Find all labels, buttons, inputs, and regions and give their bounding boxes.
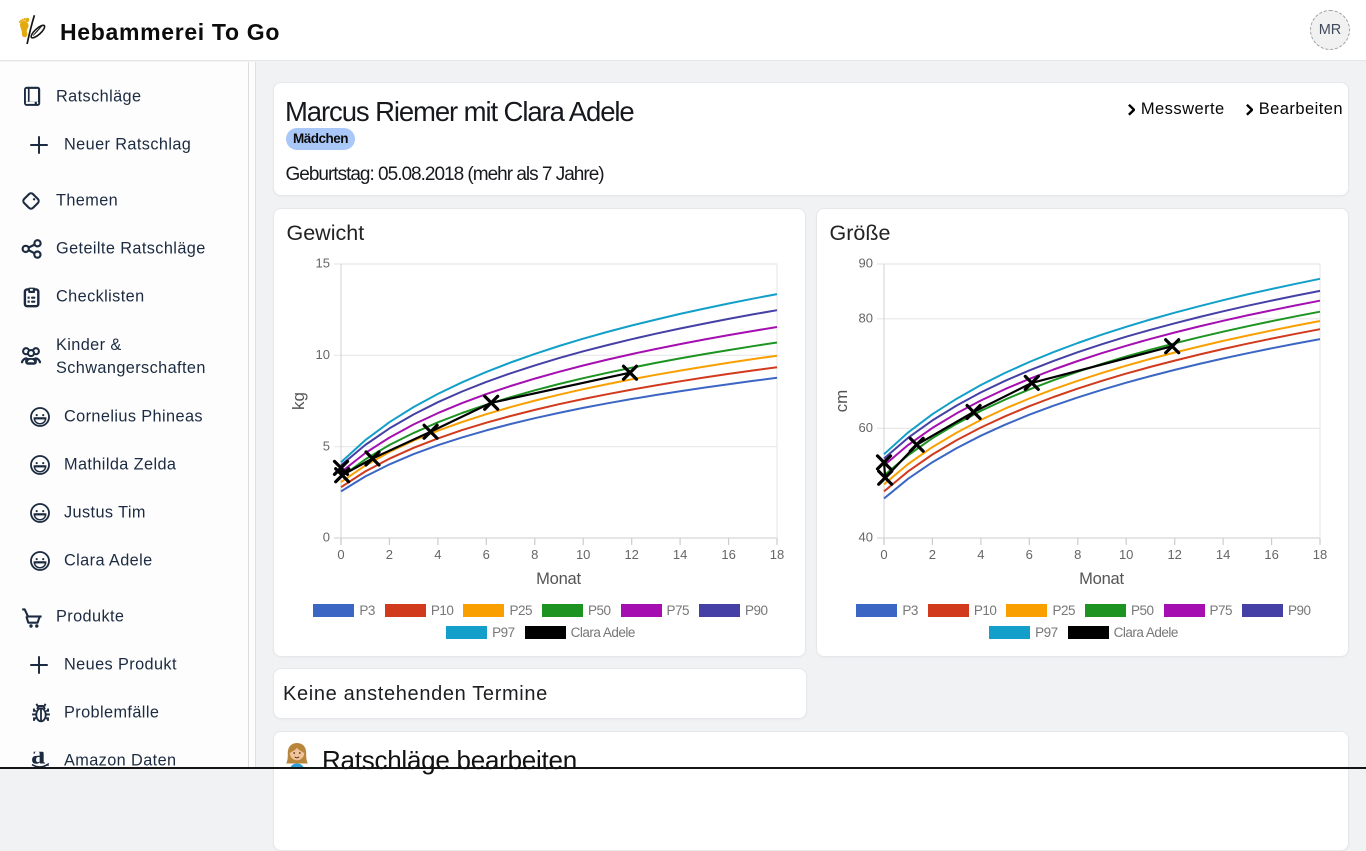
svg-text:2: 2 xyxy=(929,547,936,562)
svg-text:0: 0 xyxy=(323,530,330,545)
svg-text:4: 4 xyxy=(977,547,984,562)
svg-text:90: 90 xyxy=(859,256,873,271)
svg-text:2: 2 xyxy=(386,547,393,562)
svg-text:60: 60 xyxy=(859,420,873,435)
svg-text:40: 40 xyxy=(859,530,873,545)
svg-text:12: 12 xyxy=(624,547,638,562)
svg-text:6: 6 xyxy=(1026,547,1033,562)
svg-text:18: 18 xyxy=(770,547,784,562)
svg-text:8: 8 xyxy=(1074,547,1081,562)
svg-text:10: 10 xyxy=(576,547,590,562)
svg-text:12: 12 xyxy=(1167,547,1181,562)
svg-text:4: 4 xyxy=(434,547,441,562)
svg-text:kg: kg xyxy=(289,392,308,410)
svg-text:Monat: Monat xyxy=(1079,570,1124,588)
svg-text:14: 14 xyxy=(1216,547,1230,562)
svg-text:6: 6 xyxy=(483,547,490,562)
svg-text:0: 0 xyxy=(337,547,344,562)
svg-text:8: 8 xyxy=(531,547,538,562)
svg-text:18: 18 xyxy=(1313,547,1327,562)
svg-text:14: 14 xyxy=(673,547,687,562)
svg-text:cm: cm xyxy=(832,390,851,413)
svg-text:10: 10 xyxy=(316,347,330,362)
svg-text:16: 16 xyxy=(721,547,735,562)
svg-text:15: 15 xyxy=(316,256,330,271)
svg-text:0: 0 xyxy=(880,547,887,562)
svg-text:Monat: Monat xyxy=(536,570,581,588)
svg-text:5: 5 xyxy=(323,438,330,453)
svg-text:10: 10 xyxy=(1119,547,1133,562)
svg-text:80: 80 xyxy=(859,310,873,325)
svg-text:16: 16 xyxy=(1264,547,1278,562)
